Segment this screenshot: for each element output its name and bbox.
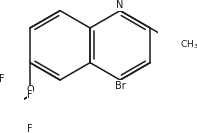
Text: F: F <box>27 90 33 100</box>
Text: CH$_3$: CH$_3$ <box>180 38 197 51</box>
Text: F: F <box>0 74 4 84</box>
Text: F: F <box>27 124 33 133</box>
Text: O: O <box>26 85 34 95</box>
Text: N: N <box>116 0 124 10</box>
Text: Br: Br <box>115 81 125 91</box>
